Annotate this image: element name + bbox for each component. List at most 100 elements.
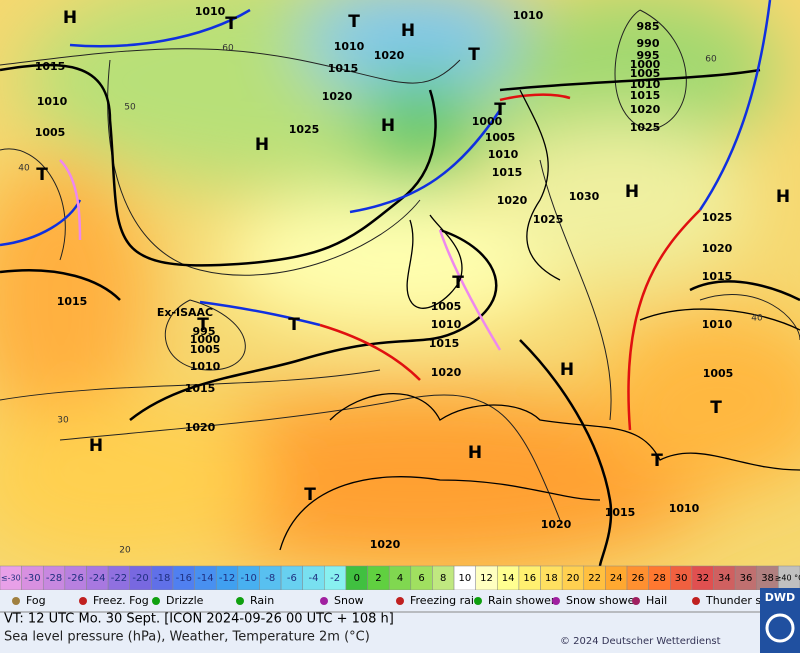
scale-label: ≤-30 xyxy=(1,574,21,583)
isobar-label: 1010 xyxy=(702,318,733,331)
scale-label: 36 xyxy=(740,573,753,584)
graticule-label: 30 xyxy=(57,416,69,426)
legend-label: Freez. Fog xyxy=(93,594,149,607)
isobar-label: 1005 xyxy=(35,126,66,139)
scale-label: 28 xyxy=(653,573,666,584)
legend-icon xyxy=(474,597,482,605)
isobar-label: 1010 xyxy=(630,78,661,91)
isobar-label: 1005 xyxy=(485,131,516,144)
isobar-label: 1025 xyxy=(533,213,564,226)
isobar-label: 1010 xyxy=(431,318,462,331)
scale-label: -2 xyxy=(330,573,340,584)
isobar-label: 1015 xyxy=(429,337,460,350)
scale-label: 12 xyxy=(480,573,493,584)
scale-label: 32 xyxy=(696,573,709,584)
scale-label: 2 xyxy=(375,573,381,584)
isobar-label: 1015 xyxy=(57,295,88,308)
isobar-label: 1030 xyxy=(569,190,600,203)
scale-label: -26 xyxy=(68,573,84,584)
copyright: © 2024 Deutscher Wetterdienst xyxy=(560,636,721,647)
isobar-label: 1020 xyxy=(374,49,405,62)
pressure-center: H xyxy=(625,182,639,202)
pressure-center: T xyxy=(494,100,506,120)
legend-label: Drizzle xyxy=(166,594,204,607)
scale-label: -24 xyxy=(89,573,105,584)
main-isobars xyxy=(0,63,800,566)
pressure-center: T xyxy=(225,14,237,34)
scale-label: 30 xyxy=(675,573,688,584)
temperature-scale: ≤-30 -30 -28 -26 -24 -22 -20 -18 -16 -14 -12 -10 -8-… xyxy=(0,565,800,591)
isobar-label: 1010 xyxy=(513,9,544,22)
scale-label: -10 xyxy=(240,573,256,584)
scale-label: -22 xyxy=(111,573,127,584)
legend-label: Snow shower xyxy=(566,594,639,607)
storm-name: Ex-ISAAC xyxy=(157,306,213,319)
isobar-label: 1015 xyxy=(702,270,733,283)
pressure-center: T xyxy=(710,398,722,418)
isobar-label: 1005 xyxy=(703,367,734,380)
isobar-label: 1025 xyxy=(702,211,733,224)
isobar-label: 1005 xyxy=(630,67,661,80)
scale-label: 26 xyxy=(631,573,644,584)
scale-label: -30 xyxy=(24,573,40,584)
pressure-center: H xyxy=(89,436,103,456)
isobar-label: 1015 xyxy=(605,506,636,519)
isobar-label: 1015 xyxy=(328,62,359,75)
legend-icon xyxy=(632,597,640,605)
isobar-label: 1020 xyxy=(431,366,462,379)
isobar-label: 995 xyxy=(193,325,216,338)
scale-label: 0 xyxy=(354,573,360,584)
pressure-center: H xyxy=(401,21,415,41)
pressure-center: T xyxy=(452,273,464,293)
scale-label: 8 xyxy=(440,573,446,584)
scale-label: 18 xyxy=(545,573,558,584)
scale-label: -4 xyxy=(309,573,319,584)
scale-label: 6 xyxy=(418,573,424,584)
isobar-label: 1005 xyxy=(431,300,462,313)
legend-icon xyxy=(12,597,20,605)
pressure-center: H xyxy=(776,187,790,207)
pressure-center: T xyxy=(36,165,48,185)
pressure-center: H xyxy=(468,443,482,463)
isobar-label: 985 xyxy=(637,20,660,33)
isobar-label: 990 xyxy=(637,37,660,50)
legend-icon xyxy=(552,597,560,605)
pressure-center: T xyxy=(651,451,663,471)
isobar-label: 1010 xyxy=(195,5,226,18)
scale-label: -6 xyxy=(287,573,297,584)
scale-label: -14 xyxy=(197,573,213,584)
scale-label: 4 xyxy=(397,573,403,584)
isobar-label: 1000 xyxy=(190,333,221,346)
scale-label: ≥40 °C xyxy=(775,574,800,583)
legend-label: Rain shower xyxy=(488,594,556,607)
isobar-label: 1000 xyxy=(630,58,661,71)
isobar-label: 1015 xyxy=(630,89,661,102)
pressure-center: T xyxy=(348,12,360,32)
scale-label: 24 xyxy=(610,573,623,584)
scale-label: 34 xyxy=(718,573,731,584)
legend-label: Rain xyxy=(250,594,274,607)
pressure-center: H xyxy=(381,116,395,136)
isobar-label: 1020 xyxy=(185,421,216,434)
graticule-label: 40 xyxy=(18,164,30,174)
map-labels: 1010101510101005102010251010101510201010… xyxy=(18,5,790,556)
isobar-label: 1020 xyxy=(702,242,733,255)
isobar-label: 1020 xyxy=(541,518,572,531)
coastlines xyxy=(279,89,800,551)
isobar-label: 1015 xyxy=(492,166,523,179)
pressure-center: H xyxy=(255,135,269,155)
isobar-label: 1025 xyxy=(630,121,661,134)
isobar-label: 1015 xyxy=(35,60,66,73)
legend-label: Fog xyxy=(26,594,46,607)
isobars xyxy=(0,9,800,521)
legend-icon xyxy=(152,597,160,605)
pressure-center: T xyxy=(304,485,316,505)
logo-swirl xyxy=(765,613,795,643)
isobar-label: 1020 xyxy=(497,194,528,207)
scale-label: 38 xyxy=(761,573,774,584)
isobar-label: 1010 xyxy=(488,148,519,161)
graticule-label: 60 xyxy=(705,55,717,65)
isobar-label: 1010 xyxy=(669,502,700,515)
isobar-label: 1005 xyxy=(190,343,221,356)
